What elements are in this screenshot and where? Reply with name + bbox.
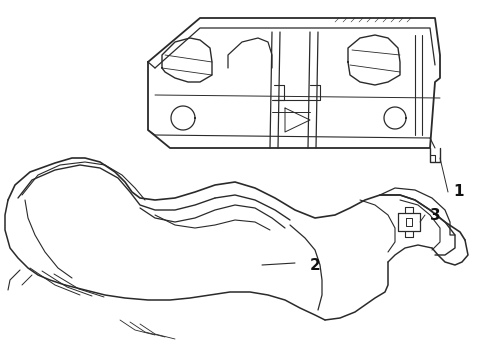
Text: 1: 1 <box>453 184 464 199</box>
Text: 3: 3 <box>430 207 441 222</box>
Text: 2: 2 <box>310 257 321 273</box>
